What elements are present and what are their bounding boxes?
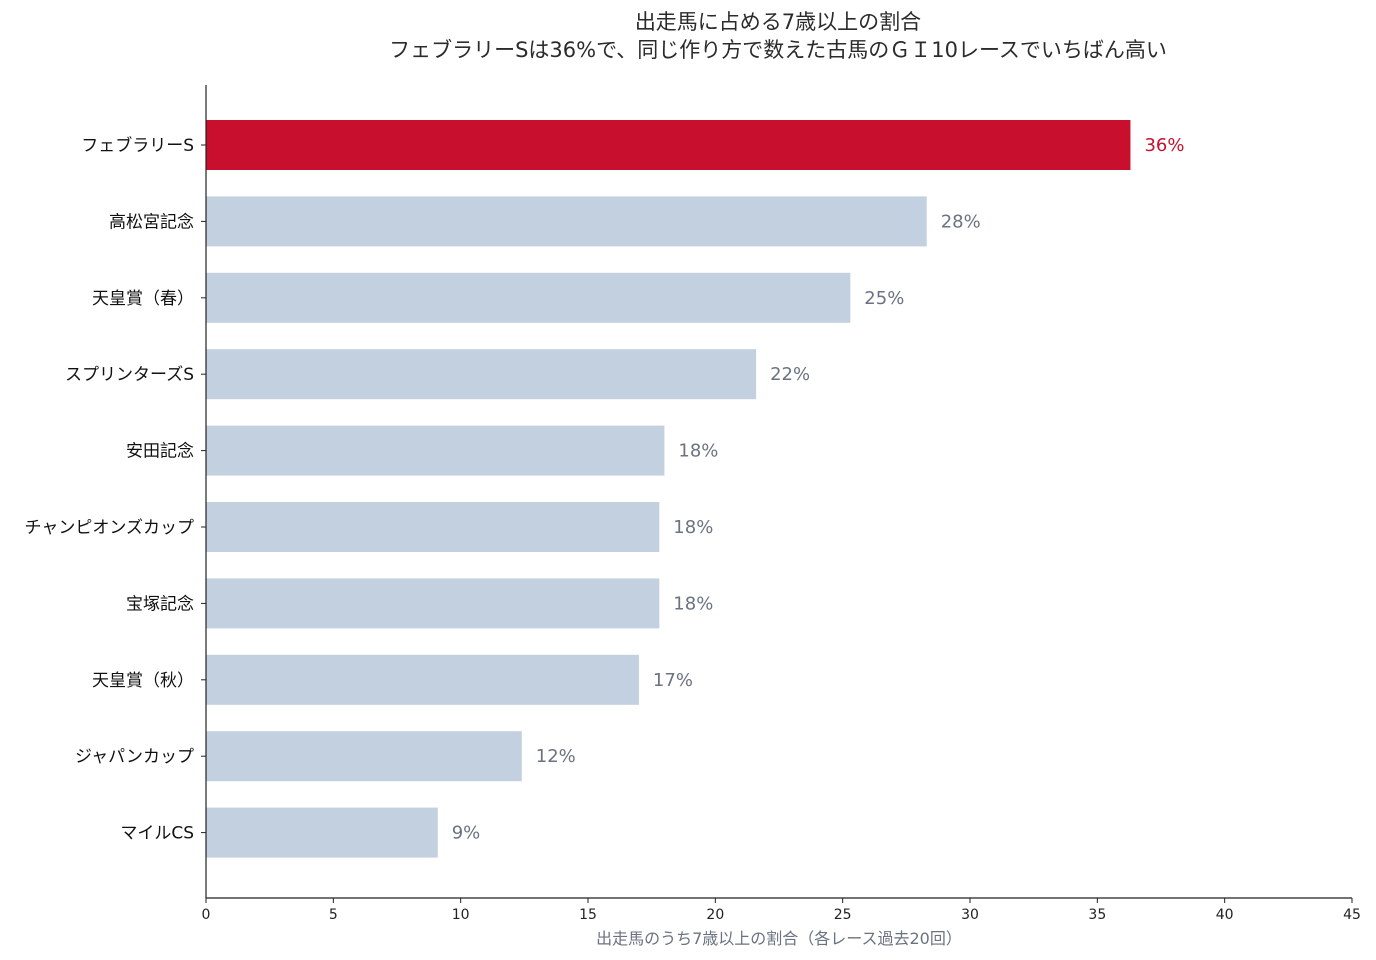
data-label-7: 17%	[653, 670, 693, 691]
x-tick-label-9: 45	[1343, 907, 1361, 923]
x-tick-label-3: 15	[579, 907, 597, 923]
category-label-7: 天皇賞（秋）	[92, 671, 194, 691]
x-tick-label-4: 20	[706, 907, 724, 923]
data-label-2: 25%	[864, 288, 904, 309]
x-tick-label-0: 0	[202, 907, 211, 923]
x-tick-label-1: 5	[329, 907, 338, 923]
category-label-2: 天皇賞（春）	[92, 289, 194, 309]
data-label-5: 18%	[673, 517, 713, 538]
x-tick-label-5: 25	[834, 907, 852, 923]
bar-6	[206, 578, 660, 629]
x-axis-label: 出走馬のうち7歳以上の割合（各レース過去20回）	[596, 929, 962, 948]
bar-9	[206, 807, 438, 858]
bar-2	[206, 272, 851, 323]
data-label-6: 18%	[673, 593, 713, 614]
bar-0	[206, 120, 1131, 170]
data-label-3: 22%	[770, 364, 810, 385]
bar-8	[206, 731, 522, 782]
chart-title: 出走馬に占める7歳以上の割合	[634, 10, 922, 34]
category-label-8: ジャパンカップ	[75, 747, 194, 767]
data-label-4: 18%	[678, 441, 718, 462]
bar-4	[206, 425, 665, 476]
bar-1	[206, 196, 927, 247]
data-label-0: 36%	[1144, 135, 1184, 156]
x-tick-label-7: 35	[1088, 907, 1106, 923]
category-label-1: 高松宮記念	[109, 211, 194, 232]
data-label-8: 12%	[536, 746, 576, 767]
bar-5	[206, 502, 660, 552]
chart-subtitle: フェブラリーSは36%で、同じ作り方で数えた古馬のＧＩ10レースでいちばん高い	[389, 38, 1167, 62]
data-label-1: 28%	[941, 211, 981, 232]
category-label-0: フェブラリーS	[81, 135, 194, 156]
chart-title-block: 出走馬に占める7歳以上の割合 フェブラリーSは36%で、同じ作り方で数えた古馬の…	[0, 8, 1376, 64]
x-tick-label-6: 30	[961, 907, 979, 923]
bar-3	[206, 349, 757, 400]
category-label-3: スプリンターズS	[65, 365, 194, 385]
category-label-9: マイルCS	[120, 824, 194, 844]
x-tick-label-2: 10	[452, 907, 470, 923]
bar-7	[206, 654, 639, 705]
x-tick-label-8: 40	[1216, 907, 1234, 923]
category-label-5: チャンピオンズカップ	[25, 518, 195, 538]
data-label-9: 9%	[452, 823, 481, 844]
category-label-4: 安田記念	[126, 441, 194, 462]
category-label-6: 宝塚記念	[126, 593, 194, 614]
